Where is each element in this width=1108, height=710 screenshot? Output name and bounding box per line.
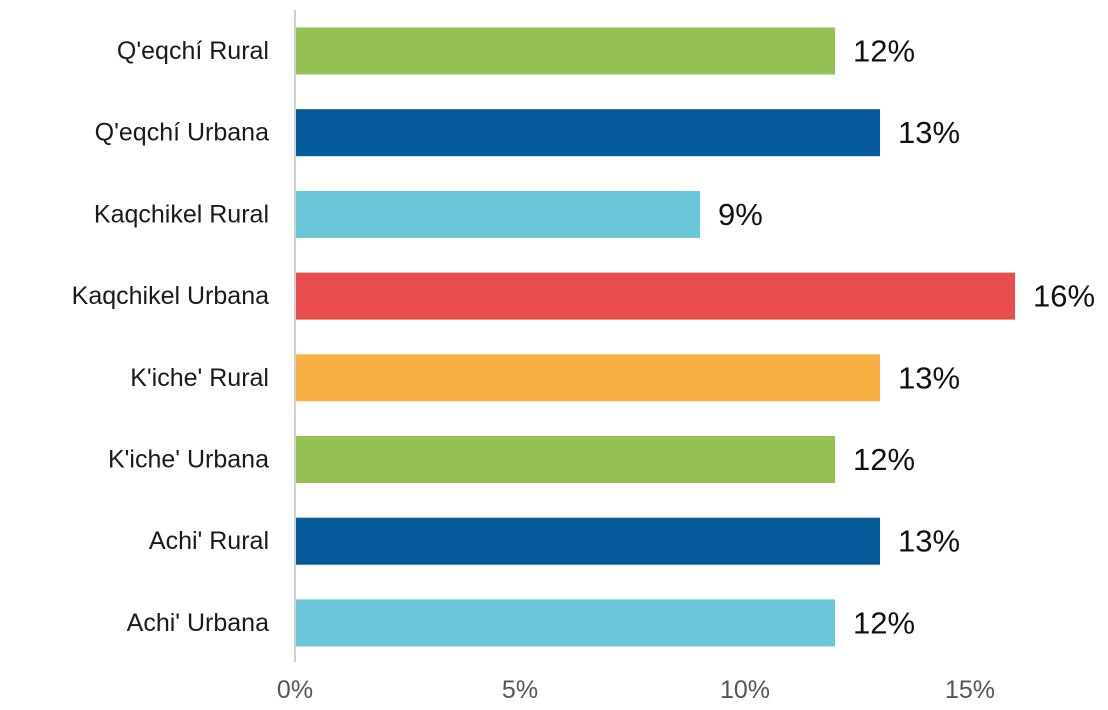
x-axis-ticks: 0% 5% 10% 15%: [277, 676, 995, 704]
data-label: 16%: [1033, 279, 1095, 314]
data-label: 12%: [853, 605, 915, 640]
data-label: 12%: [853, 34, 915, 69]
bars-layer: [295, 27, 1015, 647]
bar: [295, 599, 835, 647]
category-label: Q'eqchí Rural: [117, 37, 269, 65]
x-tick-label: 5%: [502, 676, 538, 704]
data-label: 9%: [718, 197, 763, 232]
bar: [295, 272, 1015, 320]
category-label: K'iche' Rural: [130, 364, 269, 392]
bar: [295, 109, 880, 157]
data-label: 13%: [898, 360, 960, 395]
bar: [295, 517, 880, 565]
x-tick-label: 10%: [720, 676, 770, 704]
category-label: Achi' Rural: [149, 527, 269, 555]
x-tick-label: 0%: [277, 676, 313, 704]
category-label: Kaqchikel Rural: [94, 200, 269, 228]
category-label: Kaqchikel Urbana: [72, 282, 269, 310]
category-label: Achi' Urbana: [127, 609, 269, 637]
category-label: K'iche' Urbana: [108, 446, 269, 474]
data-label: 13%: [898, 115, 960, 150]
value-labels: 12% 13% 9% 16% 13% 12% 13% 12%: [718, 34, 1095, 641]
bar: [295, 354, 880, 402]
data-label: 13%: [898, 524, 960, 559]
category-label: Q'eqchí Urbana: [95, 119, 269, 147]
x-tick-label: 15%: [945, 676, 995, 704]
bar: [295, 436, 835, 483]
data-label: 12%: [853, 442, 915, 477]
bar: [295, 27, 835, 75]
category-labels: Q'eqchí Rural Q'eqchí Urbana Kaqchikel Rur…: [72, 37, 269, 637]
bar: [295, 190, 700, 238]
